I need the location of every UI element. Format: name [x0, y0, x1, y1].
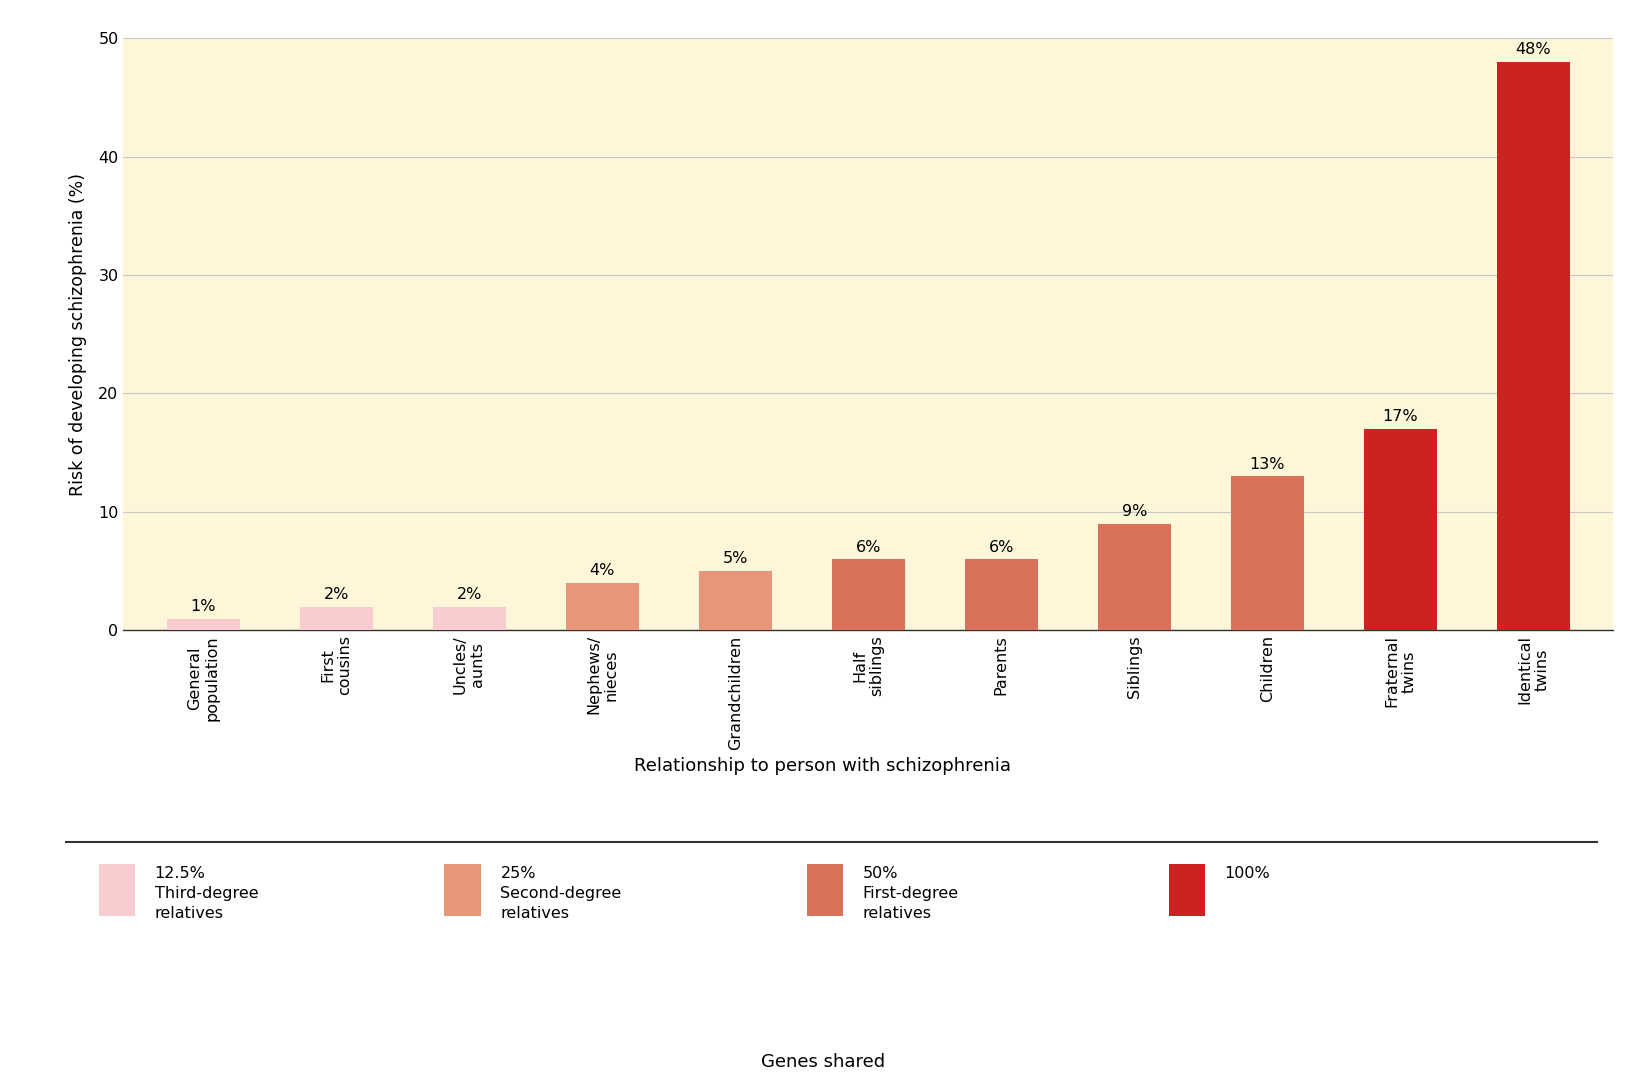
Bar	[433, 607, 505, 630]
Text: 13%: 13%	[1249, 457, 1286, 472]
Text: Relationship to person with schizophrenia: Relationship to person with schizophreni…	[634, 758, 1012, 775]
Bar	[1363, 429, 1437, 630]
Bar	[566, 583, 639, 630]
Text: 17%: 17%	[1383, 410, 1419, 424]
Bar	[166, 619, 240, 630]
Text: 1%: 1%	[191, 599, 216, 614]
Text: 50%
First-degree
relatives: 50% First-degree relatives	[863, 866, 958, 921]
Text: 2%: 2%	[456, 587, 482, 602]
Text: 4%: 4%	[589, 563, 616, 578]
Bar	[965, 560, 1039, 630]
Bar	[300, 607, 374, 630]
Bar	[698, 572, 772, 630]
Bar	[1496, 62, 1570, 630]
Text: 100%: 100%	[1225, 866, 1271, 882]
Y-axis label: Risk of developing schizophrenia (%): Risk of developing schizophrenia (%)	[69, 173, 87, 496]
Text: Genes shared: Genes shared	[760, 1052, 886, 1071]
Bar	[1231, 476, 1304, 630]
Text: 5%: 5%	[723, 551, 747, 566]
Bar	[1098, 524, 1170, 630]
Text: 25%
Second-degree
relatives: 25% Second-degree relatives	[500, 866, 622, 921]
Text: 12.5%
Third-degree
relatives: 12.5% Third-degree relatives	[155, 866, 258, 921]
Bar	[831, 560, 905, 630]
Text: 6%: 6%	[989, 539, 1014, 554]
Text: 48%: 48%	[1516, 42, 1551, 57]
Text: 6%: 6%	[856, 539, 881, 554]
Text: 9%: 9%	[1121, 504, 1147, 520]
Text: 2%: 2%	[324, 587, 349, 602]
